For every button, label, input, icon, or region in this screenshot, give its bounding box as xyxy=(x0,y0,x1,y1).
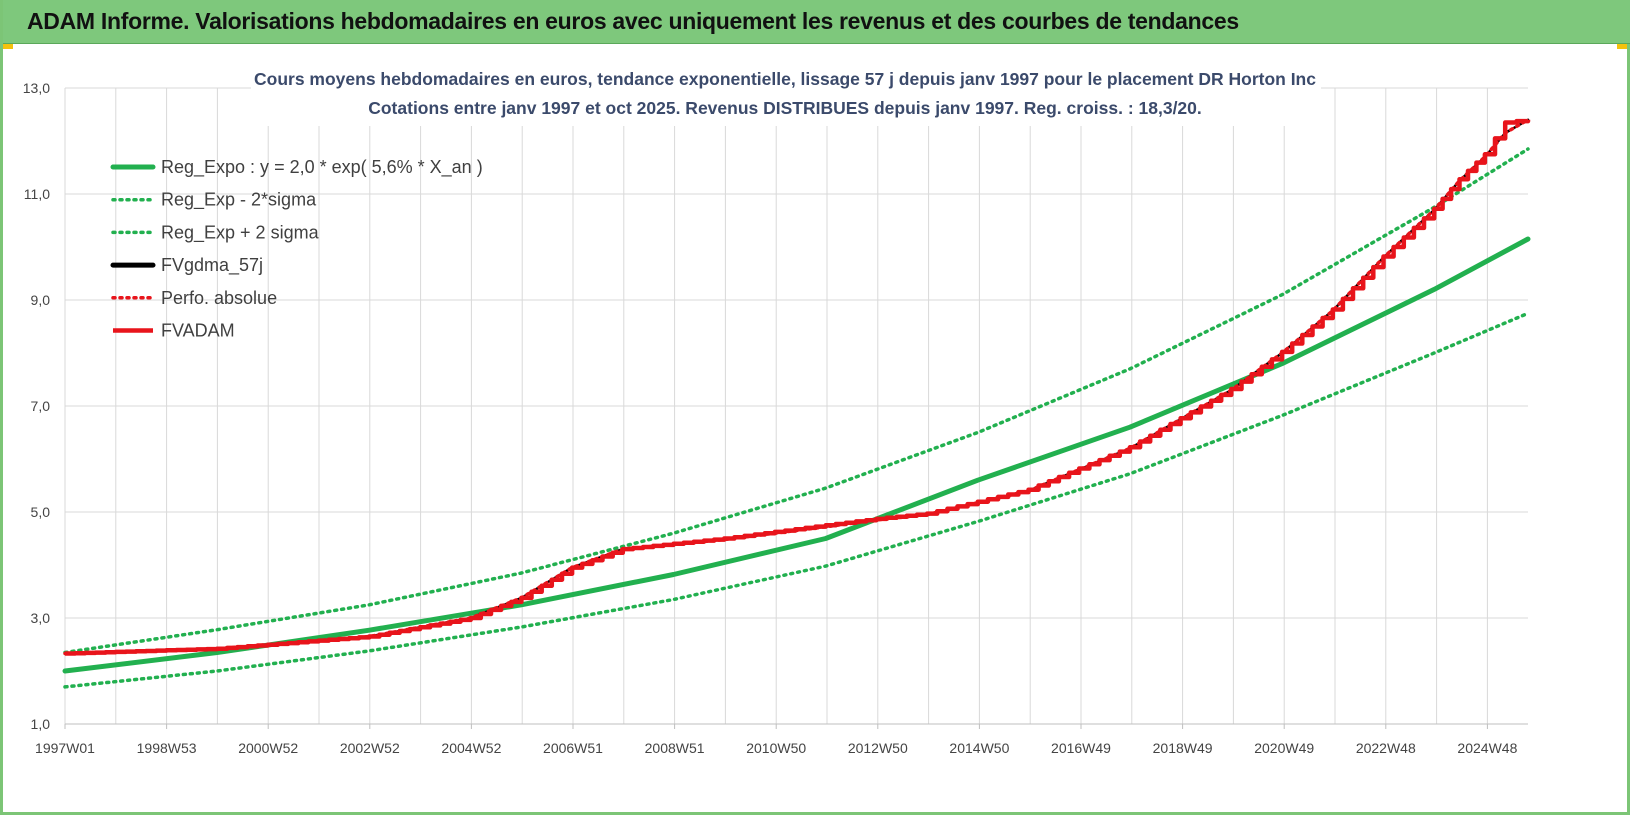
legend-entry: Reg_Exp + 2 sigma xyxy=(161,222,320,243)
legend-entry: FVgdma_57j xyxy=(161,255,263,276)
x-tick-label: 2024W48 xyxy=(1457,740,1517,756)
x-tick-label: 2018W49 xyxy=(1153,740,1213,756)
legend-entry: FVADAM xyxy=(161,321,235,341)
x-tick-label: 2014W50 xyxy=(949,740,1009,756)
corner-marker xyxy=(1617,44,1627,49)
series-line-reg-exp-2-sigma xyxy=(63,311,1530,689)
y-tick-label: 7,0 xyxy=(31,398,51,414)
y-tick-label: 5,0 xyxy=(31,504,51,520)
x-tick-label: 2020W49 xyxy=(1254,740,1314,756)
x-tick-label: 2000W52 xyxy=(238,740,298,756)
chart-title: Cours moyens hebdomadaires en euros, ten… xyxy=(254,69,1316,89)
x-tick-label: 2010W50 xyxy=(746,740,806,756)
legend-entry: Reg_Exp - 2*sigma xyxy=(161,190,317,211)
y-tick-label: 1,0 xyxy=(31,716,51,732)
series-line-reg-exp-2-sigma xyxy=(63,147,1530,655)
corner-marker xyxy=(3,44,13,49)
x-tick-label: 1998W53 xyxy=(137,740,197,756)
valuation-chart: 1,0 3,0 5,0 7,0 9,0 11,0 13,0 1997W01 1998W53 200… xyxy=(23,62,1531,756)
grid-layer xyxy=(64,87,1528,725)
x-tick-label: 2022W48 xyxy=(1356,740,1416,756)
y-tick-label: 3,0 xyxy=(31,610,51,626)
series-layer xyxy=(62,118,1531,689)
title-backdrop xyxy=(251,62,1321,126)
x-tick-label: 2016W49 xyxy=(1051,740,1111,756)
report-banner: ADAM Informe. Valorisations hebdomadaire… xyxy=(3,0,1630,44)
x-tick-label: 1997W01 xyxy=(35,740,95,756)
chart-subtitle: Cotations entre janv 1997 et oct 2025. R… xyxy=(368,98,1202,118)
chart-legend: Reg_Expo : y = 2,0 * exp( 5,6% * X_an ) R… xyxy=(110,157,483,341)
x-tick-label: 2008W51 xyxy=(645,740,705,756)
series-line-reg-expo-y-2-0-exp-5-6-x-an xyxy=(62,236,1531,674)
y-tick-label: 11,0 xyxy=(24,186,50,202)
x-tick-label: 2006W51 xyxy=(543,740,603,756)
legend-entry: Reg_Expo : y = 2,0 * exp( 5,6% * X_an ) xyxy=(161,157,483,178)
y-tick-label: 9,0 xyxy=(31,292,51,308)
legend-entry: Perfo. absolue xyxy=(161,288,277,308)
axis-layer: 1,0 3,0 5,0 7,0 9,0 11,0 13,0 1997W01 1998W53 200… xyxy=(23,80,1528,756)
report-title: ADAM Informe. Valorisations hebdomadaire… xyxy=(27,8,1239,34)
series-line-fvadam xyxy=(65,118,1531,656)
x-tick-label: 2012W50 xyxy=(848,740,908,756)
x-tick-label: 2002W52 xyxy=(340,740,400,756)
x-tick-label: 2004W52 xyxy=(441,740,501,756)
y-tick-label: 13,0 xyxy=(23,80,50,96)
